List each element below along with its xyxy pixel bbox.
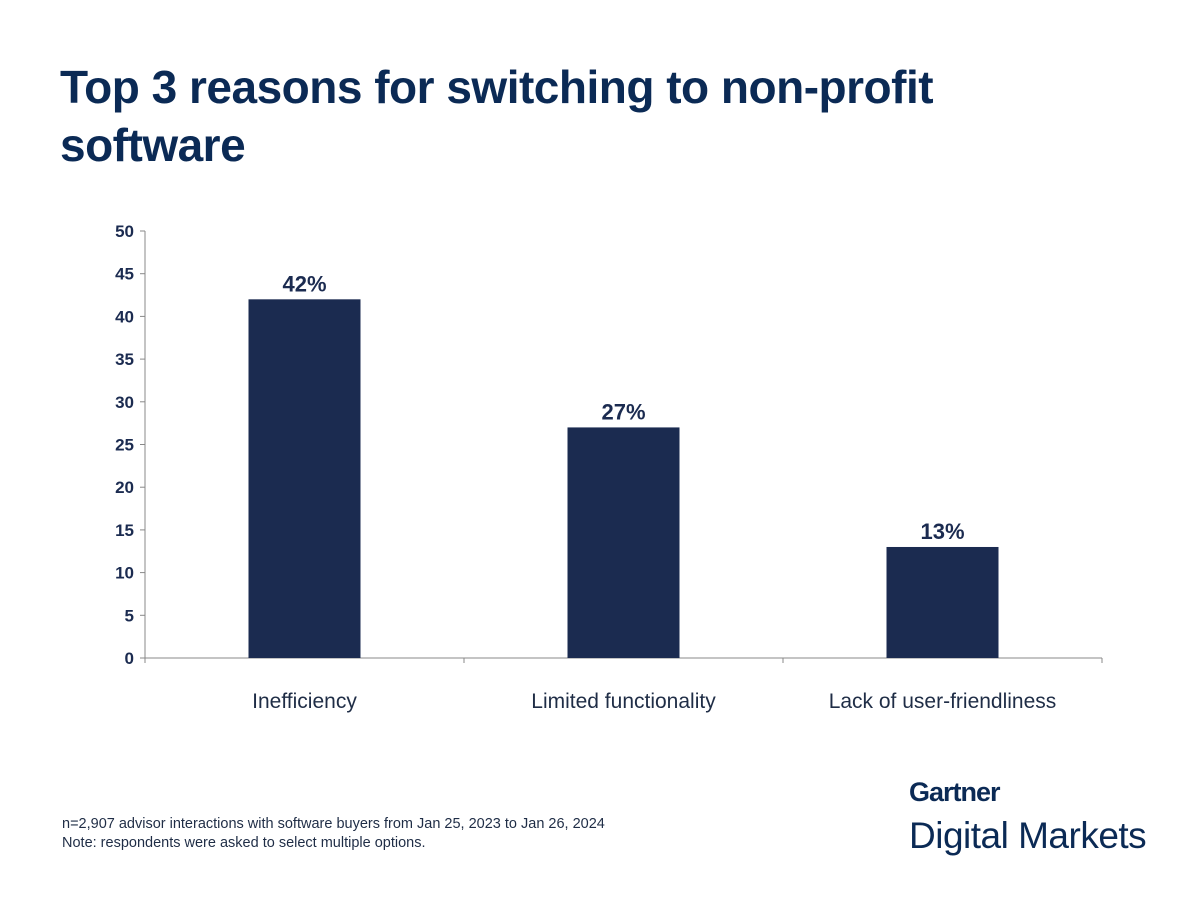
y-tick-label: 5 [125,606,134,625]
chart-title: Top 3 reasons for switching to non-profi… [60,61,934,171]
y-tick-label: 35 [115,350,134,369]
x-tick-label: Limited functionality [531,690,716,713]
footnote-sample: n=2,907 advisor interactions with softwa… [62,816,605,832]
digital-markets-logo: Digital Markets [909,815,1147,856]
y-tick-label: 25 [115,436,134,455]
data-label: 42% [282,271,326,296]
gartner-logo: Gartner [909,777,1001,807]
y-tick-label: 45 [115,265,134,284]
data-label: 27% [601,399,645,424]
x-tick-label: Lack of user-friendliness [829,690,1057,713]
y-tick-label: 0 [125,649,134,668]
y-tick-label: 15 [115,521,134,540]
bar-inefficiency [248,299,361,658]
y-tick-label: 40 [115,307,134,326]
footnote-note: Note: respondents were asked to select m… [62,835,426,851]
y-tick-label: 50 [115,222,134,241]
data-label: 13% [920,519,964,544]
bar-lack-of-user-friendliness [886,546,999,658]
y-tick-label: 20 [115,478,134,497]
y-tick-label: 10 [115,564,134,583]
bar-limited-functionality [567,427,680,658]
x-tick-label: Inefficiency [252,690,357,713]
y-tick-label: 30 [115,393,134,412]
